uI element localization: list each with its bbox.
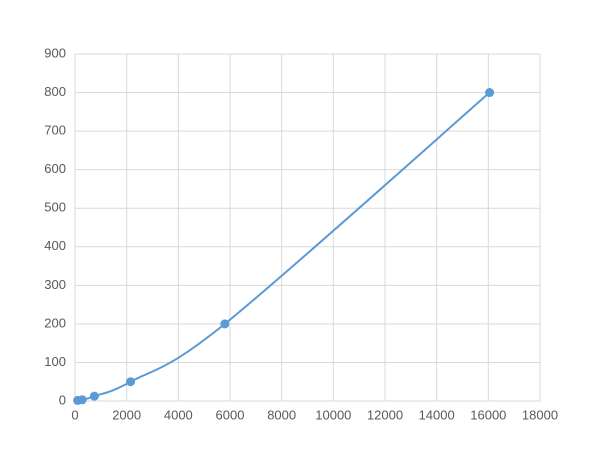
- x-tick-label: 16000: [470, 407, 506, 422]
- x-tick-label: 0: [71, 407, 78, 422]
- y-tick-label: 600: [44, 161, 66, 176]
- y-tick-label: 100: [44, 354, 66, 369]
- x-tick-label: 10000: [315, 407, 351, 422]
- data-point: [485, 88, 495, 98]
- y-tick-label: 500: [44, 200, 66, 215]
- y-tick-label: 700: [44, 123, 66, 138]
- y-tick-label: 900: [44, 45, 66, 60]
- y-tick-label: 800: [44, 84, 66, 99]
- data-point: [220, 319, 230, 329]
- y-tick-label: 300: [44, 277, 66, 292]
- y-tick-label: 0: [59, 392, 66, 407]
- x-tick-label: 12000: [367, 407, 403, 422]
- data-point: [77, 395, 87, 405]
- data-point: [126, 377, 136, 387]
- data-point: [89, 391, 99, 401]
- x-tick-label: 18000: [522, 407, 558, 422]
- y-tick-label: 200: [44, 315, 66, 330]
- x-tick-label: 8000: [267, 407, 296, 422]
- x-tick-label: 14000: [419, 407, 455, 422]
- y-tick-label: 400: [44, 238, 66, 253]
- x-tick-label: 6000: [216, 407, 245, 422]
- x-tick-label: 4000: [164, 407, 193, 422]
- x-tick-label: 2000: [112, 407, 141, 422]
